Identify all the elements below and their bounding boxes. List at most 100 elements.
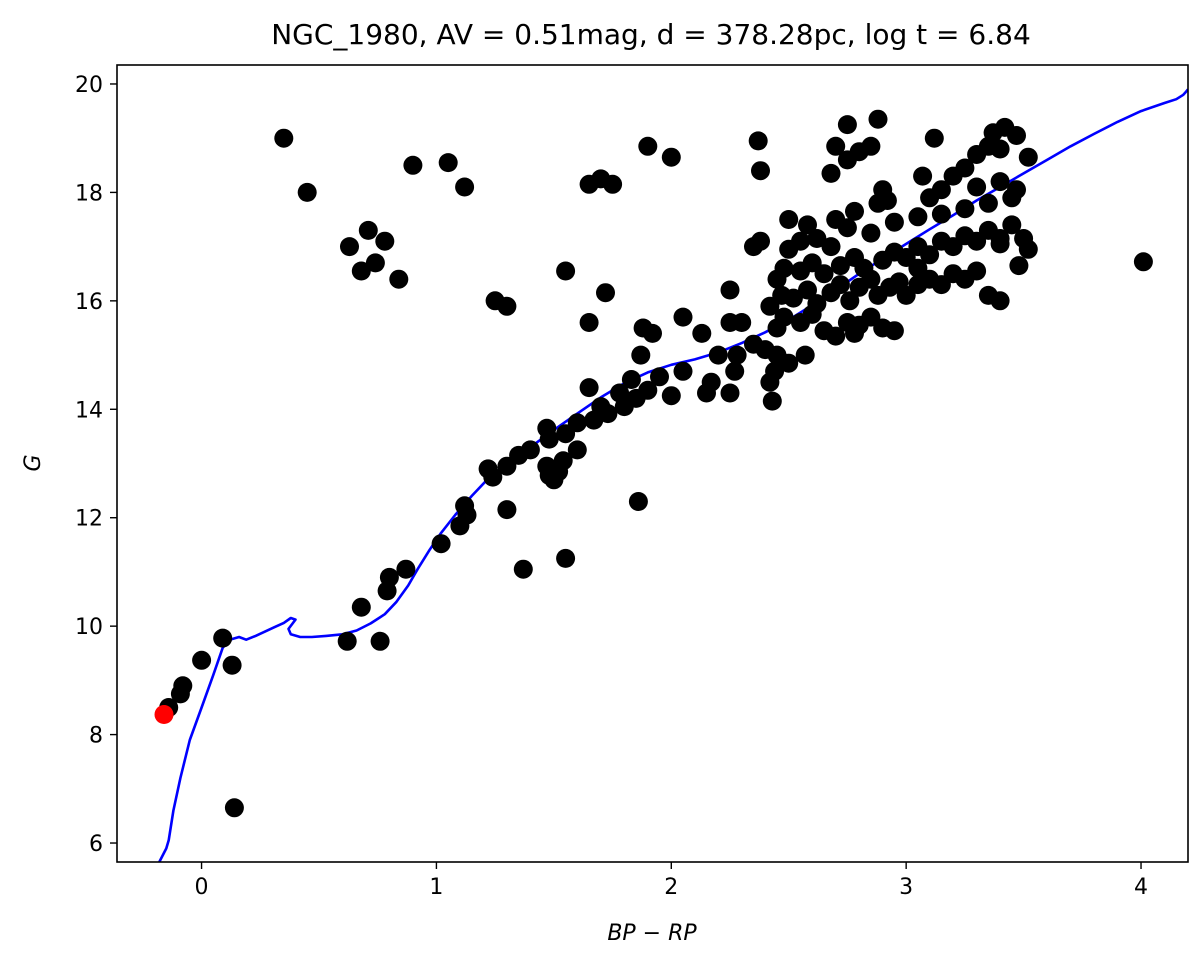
star-point [650, 367, 669, 387]
star-point [297, 182, 317, 202]
star-point [830, 256, 850, 276]
star-point [873, 180, 893, 200]
star-point [1007, 126, 1026, 145]
star-point [774, 307, 794, 327]
star-point [553, 451, 573, 471]
y-tick-label: 20 [75, 73, 103, 98]
star-point [967, 261, 987, 281]
star-point [861, 136, 881, 156]
star-point [908, 207, 928, 227]
star-point [884, 321, 904, 341]
star-point [840, 291, 860, 311]
star-point [821, 163, 841, 183]
star-point [1002, 215, 1022, 235]
star-point [485, 291, 505, 311]
star-point [192, 650, 212, 670]
star-point [774, 258, 794, 278]
y-axis-label: G [21, 454, 46, 471]
star-point [567, 440, 587, 460]
star-point [830, 275, 850, 295]
star-point [955, 199, 975, 219]
star-point [596, 283, 615, 303]
star-point [556, 548, 576, 568]
star-point [579, 378, 599, 398]
star-point [692, 323, 712, 343]
star-point [337, 631, 357, 651]
star-point [661, 147, 681, 167]
star-point [610, 383, 630, 403]
star-point [579, 174, 599, 194]
star-point [631, 345, 651, 365]
star-point [701, 372, 721, 392]
star-point [826, 326, 846, 346]
star-point [673, 307, 693, 327]
star-point [990, 172, 1010, 192]
y-tick-label: 6 [89, 832, 103, 857]
star-point [379, 567, 399, 587]
star-point [990, 139, 1010, 159]
star-point [924, 128, 944, 148]
star-point [1009, 256, 1029, 276]
star-point [673, 361, 693, 381]
star-point [720, 383, 740, 403]
star-point [807, 229, 827, 248]
star-point [990, 234, 1010, 254]
x-tick-label: 2 [664, 875, 678, 900]
isochrone-line [158, 88, 1188, 862]
star-point [727, 345, 747, 365]
star-point [807, 294, 827, 314]
star-point [389, 269, 409, 289]
star-point [173, 676, 193, 696]
star-point [351, 261, 371, 281]
star-point [748, 131, 768, 151]
star-point [438, 153, 458, 173]
star-point [920, 245, 940, 265]
star-point [978, 193, 998, 213]
x-tick-label: 4 [1134, 875, 1148, 900]
star-point [370, 631, 390, 651]
star-point [854, 258, 874, 278]
star-point [967, 177, 987, 197]
x-tick-label: 1 [429, 875, 443, 900]
chart-title: NGC_1980, AV = 0.51mag, d = 378.28pc, lo… [271, 18, 1031, 51]
star-point [1007, 180, 1026, 200]
star-point [537, 418, 557, 438]
star-point [1018, 239, 1038, 259]
star-point [821, 237, 841, 257]
star-point [213, 628, 233, 648]
star-point [224, 798, 244, 818]
star-point [751, 161, 770, 181]
star-point [340, 237, 359, 257]
star-point [720, 280, 740, 300]
star-point [661, 386, 681, 406]
star-point [497, 500, 517, 520]
star-point [861, 223, 881, 243]
star-point [725, 361, 745, 381]
star-point [826, 210, 846, 229]
star-point [633, 318, 653, 338]
star-point [274, 128, 294, 148]
x-tick-label: 0 [195, 875, 209, 900]
star-point [931, 180, 951, 200]
star-point [556, 261, 576, 281]
star-point [455, 177, 475, 197]
star-point [845, 201, 864, 221]
x-tick-label: 3 [899, 875, 913, 900]
star-point [1018, 147, 1038, 167]
star-point [751, 231, 770, 251]
star-point [779, 210, 799, 229]
y-tick-label: 8 [89, 724, 103, 749]
star-point [913, 166, 933, 186]
star-point [978, 285, 998, 305]
plot-frame [116, 64, 1189, 863]
star-point [732, 313, 752, 332]
star-point [837, 115, 857, 135]
star-point [478, 459, 498, 479]
star-point [783, 288, 803, 308]
star-point [779, 353, 799, 373]
star-point [1133, 252, 1153, 272]
star-point [621, 370, 641, 389]
star-point [567, 413, 587, 433]
y-tick-label: 10 [75, 615, 103, 640]
